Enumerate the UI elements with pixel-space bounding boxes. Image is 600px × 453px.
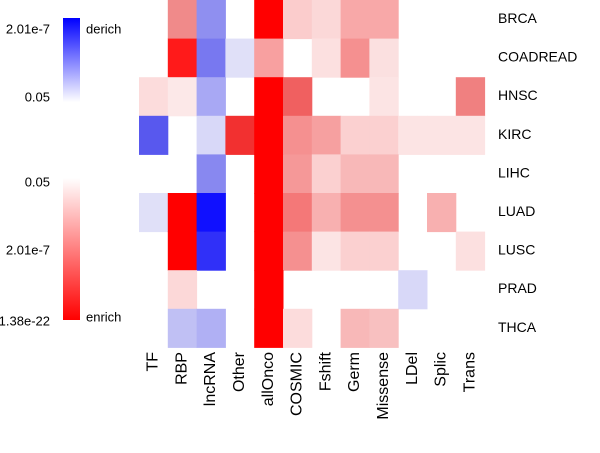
deplete-colorbar — [63, 18, 80, 102]
row-label: KIRC — [498, 126, 531, 142]
heatmap-cell — [254, 115, 284, 155]
heatmap-cell — [369, 308, 399, 348]
heatmap-cell — [340, 193, 370, 233]
heatmap-cell — [196, 77, 226, 117]
heatmap-cell — [254, 38, 284, 78]
column-label: Germ — [346, 352, 363, 392]
column-label: Missense — [375, 352, 392, 420]
heatmap-cell — [369, 193, 399, 233]
heatmap-cell — [196, 38, 226, 78]
heatmap-cell — [225, 38, 255, 78]
heatmap-cell — [196, 115, 226, 155]
column-label: COSMIC — [289, 352, 306, 416]
row-label: LIHC — [498, 164, 530, 180]
column-label: LDel — [404, 352, 421, 385]
row-label: LUSC — [498, 242, 535, 258]
column-label: TF — [145, 352, 162, 372]
heatmap-cell — [369, 0, 399, 40]
heatmap-cell — [427, 115, 457, 155]
colorbar-name: derich — [86, 21, 121, 36]
heatmap-cell — [254, 193, 284, 233]
heatmap-cell — [283, 0, 313, 40]
heatmap-cell — [427, 193, 457, 233]
heatmap-cell — [167, 270, 198, 310]
heatmap-cell — [283, 115, 313, 155]
row-label: COADREAD — [498, 49, 577, 65]
heatmap-cell — [254, 154, 284, 194]
heatmap-cell — [196, 154, 226, 194]
heatmap-cell — [254, 308, 284, 348]
heatmap-cell — [311, 231, 342, 271]
row-label: LUAD — [498, 203, 535, 219]
heatmap-cell — [311, 38, 342, 78]
heatmap-cell — [369, 154, 399, 194]
heatmap-cell — [340, 154, 370, 194]
heatmap-cell — [311, 193, 342, 233]
heatmap-cell — [283, 193, 313, 233]
heatmap-cell — [167, 231, 198, 271]
heatmap-cell — [340, 308, 370, 348]
heatmap-cell — [196, 0, 226, 40]
heatmap-cell — [167, 0, 198, 40]
heatmap-cell — [196, 231, 226, 271]
heatmap-cell — [455, 231, 486, 271]
heatmap-cell — [340, 0, 370, 40]
heatmap-cell — [369, 38, 399, 78]
colorbar-tick: 2.01e-7 — [6, 21, 50, 36]
heatmap-cell — [254, 270, 284, 310]
heatmap-cell — [398, 115, 428, 155]
colorbar-tick: 0.05 — [25, 89, 50, 104]
heatmap-cell — [254, 77, 284, 117]
heatmap-cell — [139, 193, 169, 233]
heatmap-cell — [196, 308, 226, 348]
colorbar-tick: 1.38e-22 — [0, 313, 50, 328]
heatmap-cell — [167, 38, 198, 78]
heatmap-cell — [340, 38, 370, 78]
row-label: PRAD — [498, 280, 537, 296]
colorbar-tick: 0.05 — [25, 174, 50, 189]
row-label: HNSC — [498, 87, 538, 103]
heatmap-cell — [369, 115, 399, 155]
column-label: Trans — [461, 352, 478, 392]
column-label: lncRNA — [202, 352, 219, 407]
heatmap-cell — [311, 0, 342, 40]
enrich-colorbar — [63, 178, 80, 320]
heatmap-cell — [398, 270, 428, 310]
heatmap-cell — [283, 231, 313, 271]
heatmap-cell — [283, 154, 313, 194]
heatmap-cell — [455, 77, 486, 117]
column-label: Splic — [433, 352, 450, 387]
heatmap-cell — [167, 193, 198, 233]
heatmap-cell — [139, 77, 169, 117]
heatmap-cell — [139, 115, 169, 155]
heatmap-cell — [167, 308, 198, 348]
column-label: allOnco — [260, 352, 277, 406]
heatmap-cell — [369, 231, 399, 271]
heatmap-cell — [167, 77, 198, 117]
row-label: BRCA — [498, 10, 538, 26]
heatmap-cell — [340, 115, 370, 155]
column-label: Other — [231, 351, 248, 392]
heatmap-cell — [340, 231, 370, 271]
heatmap-cell — [311, 115, 342, 155]
heatmap-cell — [369, 77, 399, 117]
colorbar-tick: 2.01e-7 — [6, 242, 50, 257]
column-label: RBP — [173, 352, 190, 385]
column-label: Fshift — [317, 351, 334, 391]
heatmap-cell — [283, 77, 313, 117]
heatmap-cell — [254, 0, 284, 40]
row-label: THCA — [498, 319, 537, 335]
colorbar-name: enrich — [86, 309, 121, 324]
heatmap-cell — [225, 115, 255, 155]
heatmap-cell — [455, 115, 486, 155]
heatmap-cell — [311, 154, 342, 194]
heatmap-cell — [196, 193, 226, 233]
heatmap-cell — [283, 308, 313, 348]
heatmap-cell — [254, 231, 284, 271]
